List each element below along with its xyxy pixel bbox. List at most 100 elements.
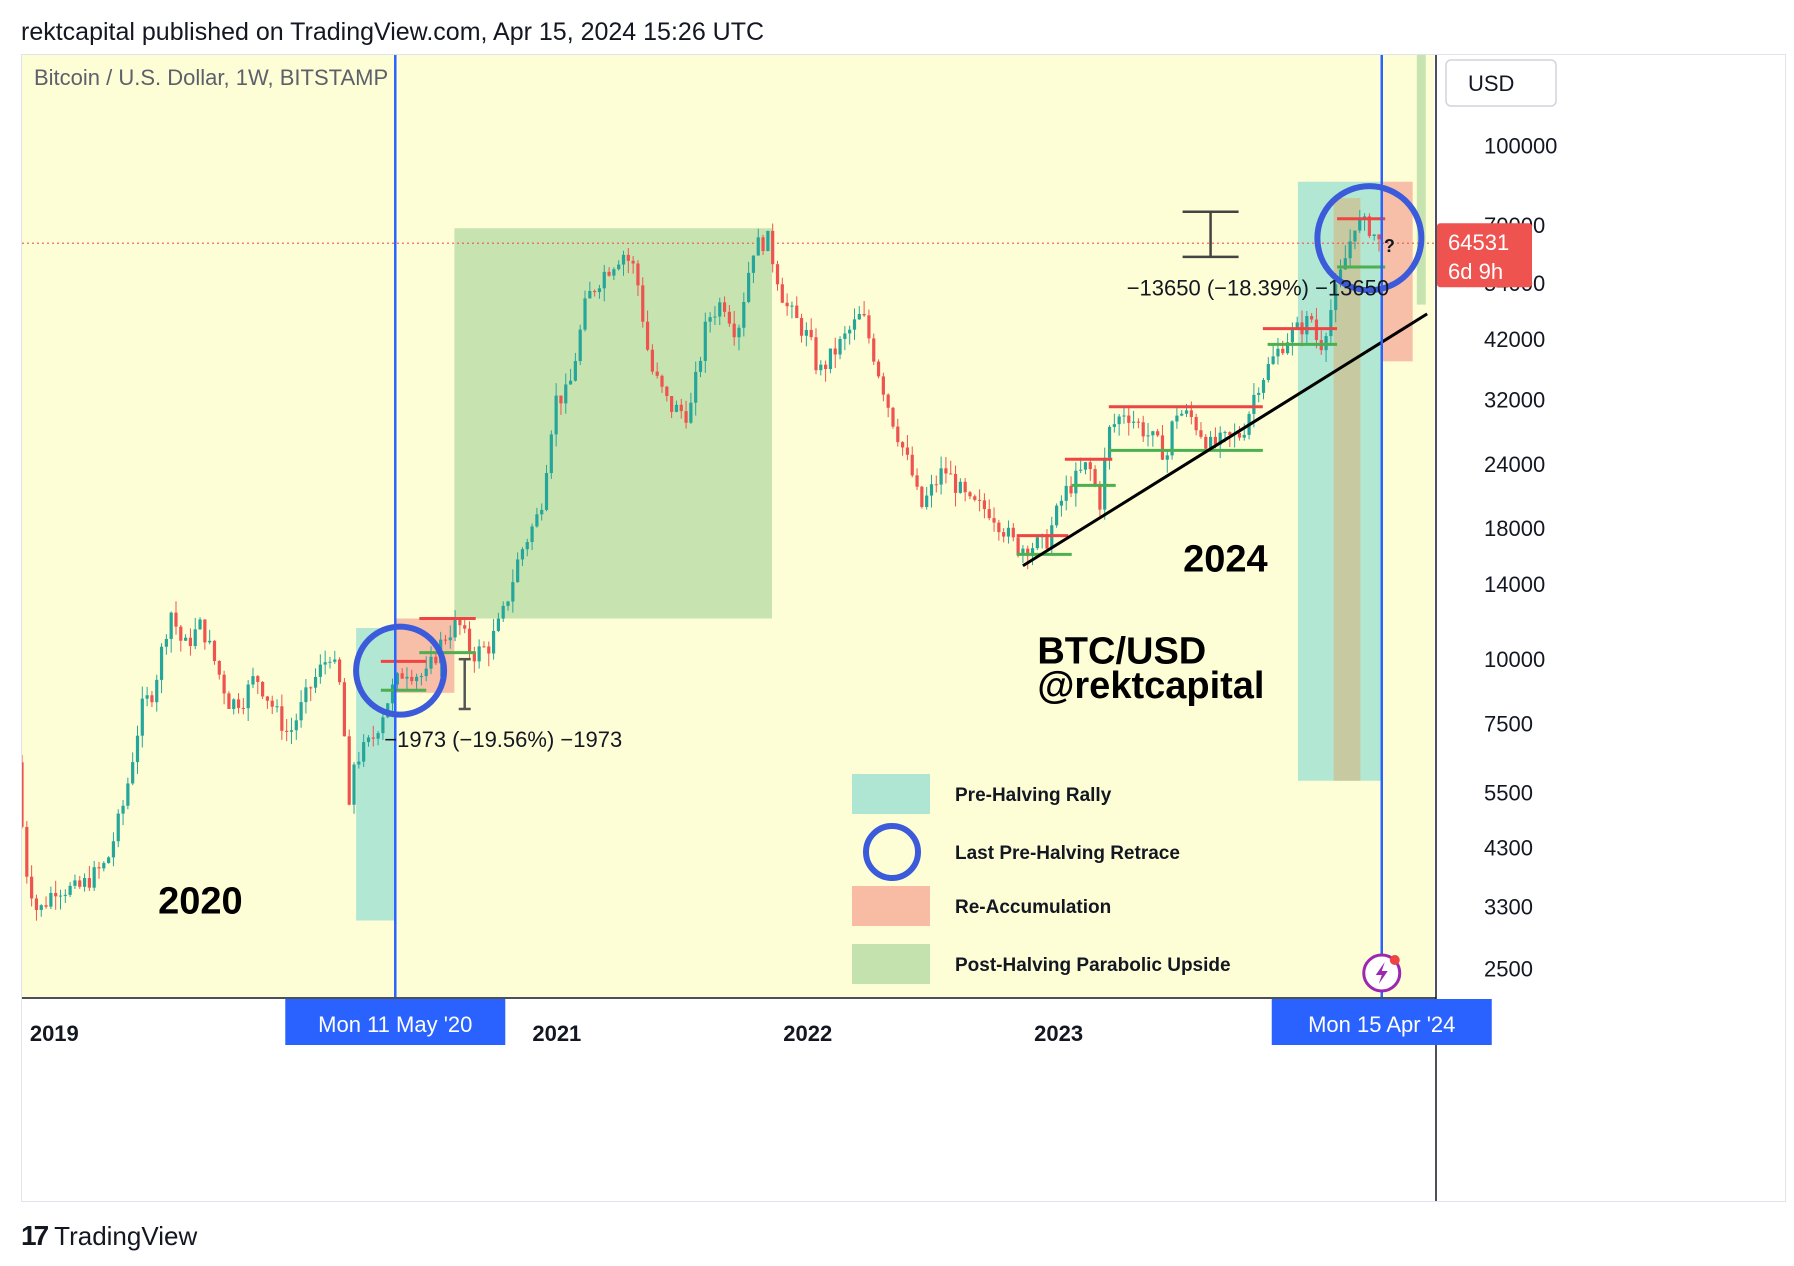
legend-item-0: Pre-Halving Rally — [852, 774, 1112, 814]
candle-body — [1030, 548, 1035, 557]
candle-body — [665, 386, 669, 397]
candle — [1006, 520, 1011, 544]
candle-body — [179, 626, 183, 641]
candle — [131, 752, 135, 786]
candle-body — [896, 426, 900, 443]
candle — [588, 281, 592, 299]
candle — [544, 464, 549, 512]
candle-body — [270, 700, 274, 707]
candle-body — [1218, 432, 1222, 445]
halving-date-box — [285, 999, 506, 1045]
candle-body — [516, 559, 520, 583]
candle-body — [487, 646, 491, 654]
candle-body — [852, 319, 857, 330]
candle-body — [1367, 216, 1371, 237]
candle — [833, 337, 837, 369]
candle — [901, 441, 905, 456]
candle — [270, 695, 274, 715]
candle-body — [578, 329, 582, 362]
candle — [309, 686, 313, 702]
candle-body — [1098, 485, 1102, 510]
candle-body — [588, 290, 592, 299]
candle — [232, 698, 236, 715]
candle — [58, 889, 63, 910]
y-tick-label: 42000 — [1484, 327, 1545, 352]
retrace-circle-0 — [353, 623, 448, 718]
candle — [371, 725, 375, 747]
candle — [1310, 312, 1314, 323]
zone-4 — [454, 228, 772, 619]
candle — [342, 678, 347, 737]
candle-body — [184, 637, 188, 641]
candle-body — [265, 696, 270, 701]
candle-body — [1112, 424, 1116, 427]
btc-weekly-chart[interactable]: −1973 (−19.56%) −1973 −13650 (−18.39%) −1… — [22, 55, 1785, 1201]
candle — [54, 880, 58, 910]
candle — [540, 503, 544, 521]
candle — [1252, 383, 1256, 428]
candle — [347, 729, 351, 806]
candle-body — [491, 630, 496, 654]
candle-body — [968, 492, 972, 497]
candle — [872, 333, 876, 366]
candle-body — [660, 375, 664, 387]
halving-date-label-1: Mon 15 Apr '24 — [1271, 999, 1492, 1045]
candle-body — [472, 651, 476, 662]
candle — [1377, 234, 1381, 252]
candle-body — [857, 313, 861, 320]
candle — [1276, 337, 1280, 365]
candle-body — [1002, 532, 1006, 537]
candle-body — [169, 612, 173, 639]
candle-body — [1160, 435, 1165, 460]
candle-body — [761, 237, 765, 252]
candle-body — [54, 892, 58, 897]
candle-body — [506, 601, 510, 606]
candle — [554, 383, 558, 447]
legend: Pre-Halving Rally Last Pre-Halving Retrac… — [852, 774, 1231, 984]
candle-body — [1180, 413, 1184, 416]
candle — [742, 292, 746, 337]
candle — [1117, 414, 1121, 436]
candle-body — [1338, 269, 1343, 285]
candle-body — [703, 321, 707, 361]
candle-body — [535, 514, 539, 527]
candle-body — [780, 284, 784, 303]
candle — [400, 668, 404, 680]
candle-body — [453, 619, 457, 638]
measure-bar-1 — [1182, 210, 1239, 259]
candle-body — [34, 898, 39, 910]
candle-body — [193, 629, 197, 647]
candle-body — [674, 404, 679, 412]
candle — [660, 374, 664, 393]
candle-body — [150, 695, 154, 703]
candle — [487, 641, 491, 667]
candle-body — [318, 664, 322, 677]
candle — [1026, 545, 1030, 570]
tradingview-logo[interactable]: 17 TradingView — [21, 1220, 197, 1252]
chart-frame[interactable]: −1973 (−19.56%) −1973 −13650 (−18.39%) −1… — [21, 54, 1786, 1202]
candle — [886, 393, 890, 418]
candle — [722, 296, 727, 317]
candle — [992, 507, 996, 532]
candle-body — [251, 676, 255, 685]
candle — [256, 675, 260, 695]
legend-label: Post-Halving Parabolic Upside — [955, 955, 1231, 976]
candle — [655, 362, 659, 379]
candle-body — [549, 434, 553, 474]
candle — [159, 643, 164, 694]
candle — [102, 861, 106, 872]
candle-body — [939, 468, 943, 485]
candle-body — [771, 230, 775, 265]
candle — [703, 312, 707, 373]
candle-body — [1064, 485, 1068, 501]
candle — [482, 641, 486, 648]
candle-body — [217, 661, 221, 675]
currency-button[interactable]: USD — [1445, 59, 1557, 107]
candle — [472, 646, 476, 673]
legend-item-3: Post-Halving Parabolic Upside — [852, 944, 1231, 984]
big-label-0: 2020 — [158, 880, 243, 922]
candle — [227, 691, 231, 709]
candle — [429, 646, 433, 675]
candle-body — [236, 699, 241, 708]
candle — [280, 694, 284, 740]
